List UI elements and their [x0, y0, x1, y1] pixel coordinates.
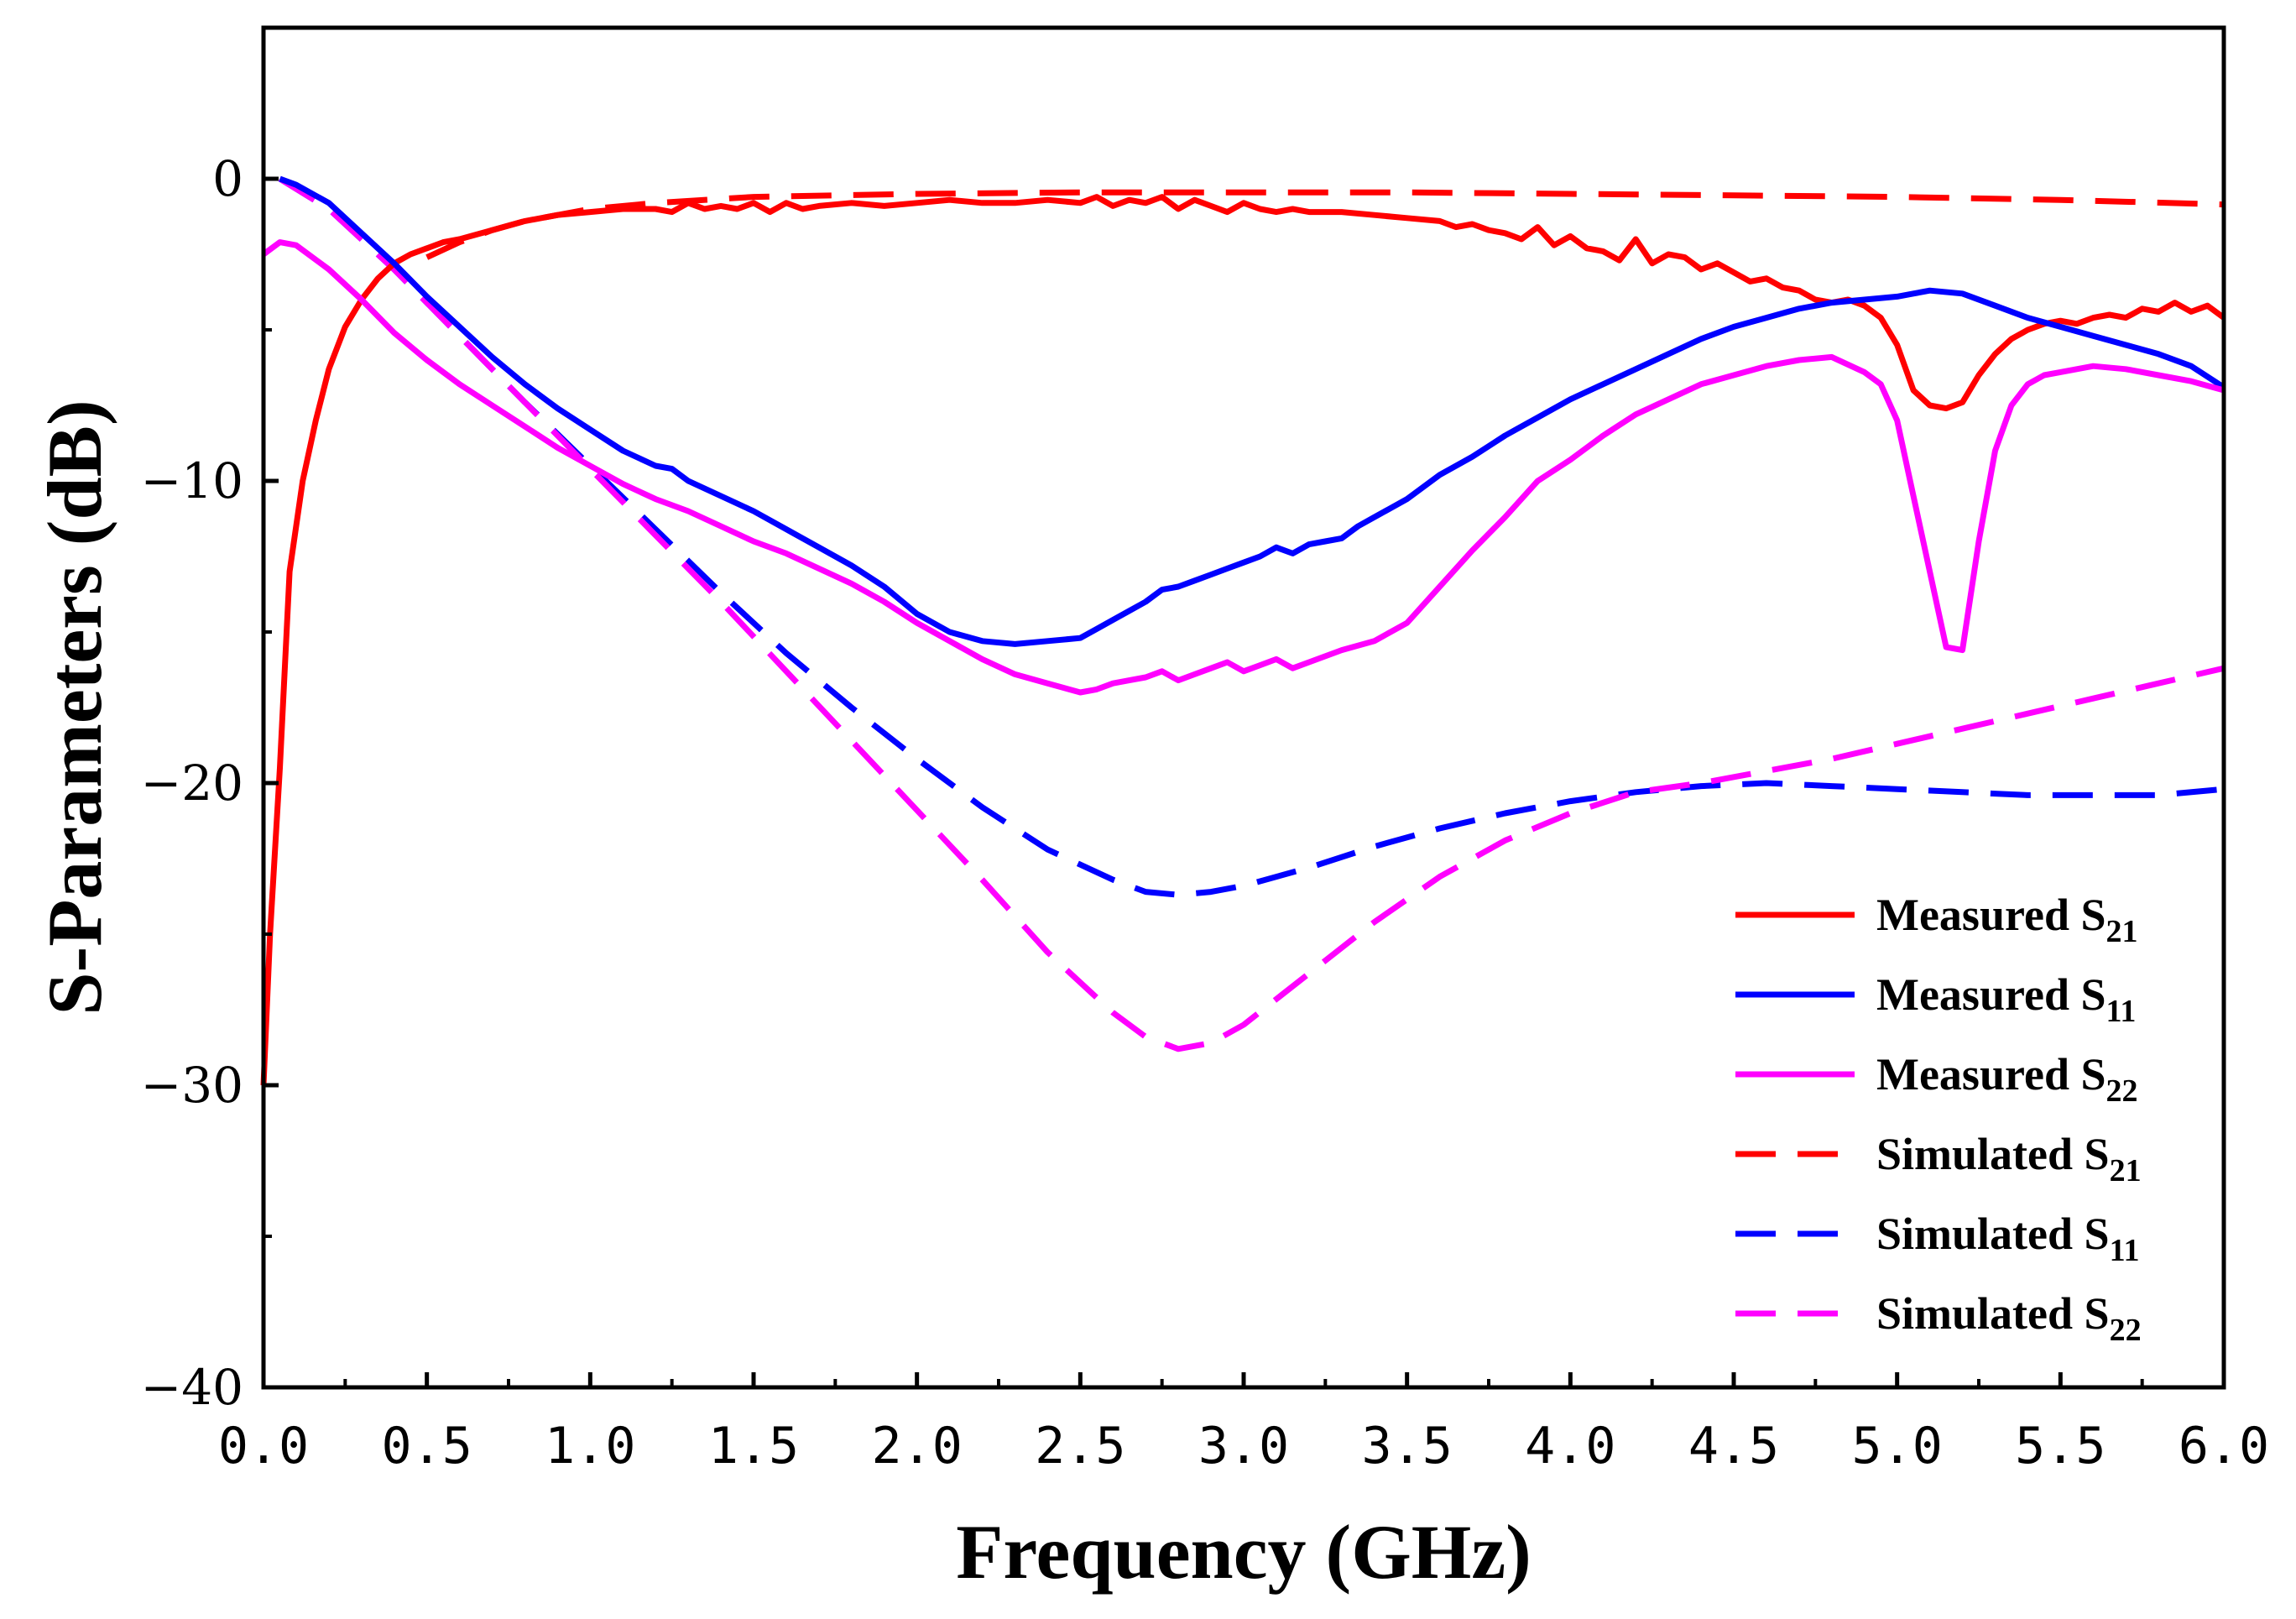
series-layer	[260, 175, 2226, 1086]
x-tick-label: 6.0	[2179, 1417, 2269, 1475]
legend-label-subscript: 21	[2106, 914, 2138, 949]
x-tick-label: 5.0	[1851, 1417, 1942, 1475]
x-tick-label: 4.5	[1688, 1417, 1779, 1475]
legend-label: Simulated S22	[1876, 1288, 2142, 1348]
y-axis-title: S-Parameters (dB)	[32, 400, 117, 1015]
legend-label: Measured S21	[1876, 890, 2138, 949]
legend-label: Simulated S11	[1876, 1209, 2139, 1268]
legend-label-subscript: 11	[2110, 1233, 2140, 1268]
x-axis-title: Frequency (GHz)	[956, 1509, 1532, 1595]
legend-label-subscript: 11	[2106, 994, 2137, 1029]
x-tick-label: 5.5	[2015, 1417, 2106, 1475]
x-tick-label: 1.0	[545, 1417, 635, 1475]
x-tick-label: 4.0	[1525, 1417, 1615, 1475]
series-line-measured-s22	[261, 239, 2225, 696]
series-line-measured-s11	[279, 175, 2226, 647]
ticks-layer: 0.0 0.5 1.0 1.5 2.0 2.5 3.0 3.5 4.0 4.5 5.0 5.5 6.0 0…	[141, 26, 2269, 1475]
x-tick-label: 1.5	[708, 1417, 799, 1475]
x-tick-label: 0.5	[381, 1417, 472, 1475]
y-tick-label: −20	[141, 755, 243, 812]
y-tick-label: 0	[212, 150, 243, 207]
legend-label: Simulated S21	[1876, 1129, 2142, 1188]
x-tick-label: 3.5	[1361, 1417, 1452, 1475]
legend-label: Measured S11	[1876, 969, 2136, 1029]
x-tick-label: 2.5	[1035, 1417, 1125, 1475]
x-tick-label: 2.0	[871, 1417, 962, 1475]
x-tick-label: 0.0	[218, 1417, 309, 1475]
legend-label-subscript: 22	[2110, 1313, 2142, 1348]
y-tick-label: −30	[141, 1057, 243, 1114]
series-line-measured-s21	[260, 194, 2226, 1086]
x-tick-label: 3.0	[1198, 1417, 1289, 1475]
legend-label-subscript: 22	[2106, 1073, 2138, 1109]
legend-label: Measured S22	[1876, 1049, 2138, 1109]
y-tick-label: −40	[141, 1359, 243, 1416]
y-tick-label: −10	[141, 452, 243, 509]
legend: Measured S21 Measured S11 Measured S22 Simu…	[1735, 890, 2142, 1348]
series-line-simulated-s22	[278, 176, 2225, 1052]
legend-label-subscript: 21	[2110, 1153, 2142, 1188]
